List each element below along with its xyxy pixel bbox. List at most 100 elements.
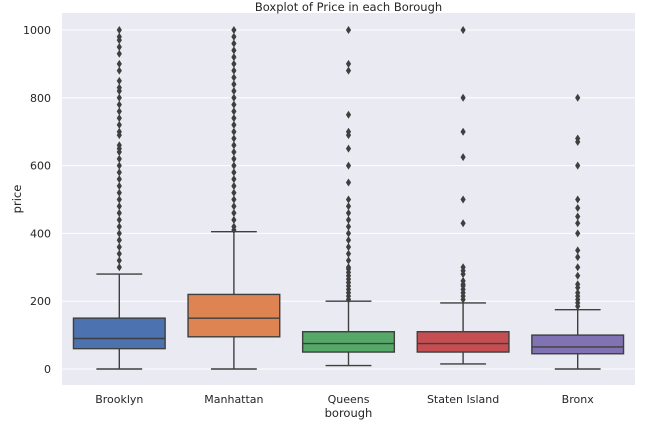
- outlier-point: [231, 209, 237, 218]
- outlier-point: [345, 195, 352, 204]
- outlier-point: [231, 53, 237, 62]
- outlier-point: [116, 49, 122, 58]
- outlier-point: [345, 178, 352, 187]
- outlier-point: [231, 26, 237, 34]
- outlier-point: [116, 114, 122, 123]
- outlier-point: [116, 256, 122, 265]
- iqr-box: [416, 331, 510, 353]
- boxes-group: [72, 26, 625, 370]
- outlier-point: [345, 161, 352, 170]
- outlier-point: [575, 280, 581, 289]
- outlier-point: [116, 83, 122, 92]
- outlier-point: [575, 219, 581, 228]
- outlier-point: [231, 107, 237, 116]
- outlier-point: [345, 242, 352, 251]
- outlier-point: [116, 42, 122, 51]
- outlier-point: [345, 229, 352, 238]
- outlier-point: [460, 153, 466, 162]
- outlier-point: [345, 127, 352, 136]
- outlier-point: [116, 32, 122, 41]
- outlier-point: [231, 222, 237, 231]
- outlier-point: [231, 127, 237, 136]
- outlier-point: [575, 93, 581, 102]
- outlier-point: [231, 188, 237, 197]
- outlier-point: [116, 76, 122, 85]
- outlier-point: [116, 100, 122, 109]
- x-tick-label: Queens: [328, 393, 370, 406]
- outlier-point: [231, 73, 237, 82]
- outlier-point: [231, 202, 237, 211]
- x-axis-label: borough: [325, 406, 373, 420]
- outlier-point: [116, 59, 122, 68]
- outlier-point: [345, 209, 352, 218]
- outlier-point: [116, 120, 122, 129]
- outlier-point: [231, 161, 237, 170]
- chart-title: Boxplot of Price in each Borough: [255, 0, 442, 14]
- outlier-point: [116, 249, 122, 258]
- y-tick-label: 400: [30, 227, 51, 240]
- outlier-point: [575, 212, 581, 221]
- outlier-point: [231, 46, 237, 55]
- iqr-box: [72, 317, 166, 350]
- outlier-point: [575, 253, 581, 262]
- outlier-point: [575, 271, 581, 280]
- outlier-point: [231, 168, 237, 177]
- outlier-point: [231, 93, 237, 102]
- outlier-point: [231, 215, 237, 224]
- outlier-point: [231, 80, 237, 89]
- outlier-point: [345, 215, 352, 224]
- iqr-box: [301, 331, 396, 353]
- outlier-point: [345, 110, 352, 119]
- outlier-point: [575, 203, 581, 212]
- y-tick-label: 0: [44, 363, 51, 376]
- outlier-point: [345, 249, 352, 258]
- outlier-point: [116, 26, 122, 34]
- box-manhattan: [187, 26, 281, 370]
- outlier-point: [116, 242, 122, 251]
- outlier-point: [231, 148, 237, 157]
- outlier-point: [345, 66, 352, 75]
- outlier-point: [116, 229, 122, 238]
- box-bronx: [531, 93, 625, 370]
- outlier-point: [116, 181, 122, 190]
- outlier-point: [460, 263, 466, 272]
- x-tick-labels: Brooklyn Manhattan Queens Staten Island Bron…: [95, 393, 594, 406]
- x-tick-label: Bronx: [562, 393, 595, 406]
- outlier-point: [345, 26, 352, 34]
- outlier-point: [231, 195, 237, 204]
- outlier-point: [460, 127, 466, 136]
- outlier-point: [231, 39, 237, 48]
- outlier-point: [231, 32, 237, 41]
- outlier-point: [116, 263, 122, 272]
- outlier-point: [345, 59, 352, 68]
- outlier-point: [231, 114, 237, 123]
- outlier-point: [460, 219, 466, 228]
- outlier-point: [231, 120, 237, 129]
- outlier-point: [116, 141, 122, 150]
- outlier-point: [116, 236, 122, 245]
- outlier-point: [231, 66, 237, 75]
- outlier-point: [575, 229, 581, 238]
- outlier-point: [460, 93, 466, 102]
- outlier-point: [116, 66, 122, 75]
- y-tick-labels: 0 200 400 600 800 1000: [23, 24, 51, 376]
- outlier-point: [116, 175, 122, 184]
- outlier-point: [231, 181, 237, 190]
- outlier-point: [116, 222, 122, 231]
- y-tick-label: 1000: [23, 24, 51, 37]
- iqr-box: [187, 293, 281, 338]
- box-queens: [301, 26, 396, 367]
- outlier-point: [116, 188, 122, 197]
- outlier-point: [231, 141, 237, 150]
- y-tick-label: 200: [30, 295, 51, 308]
- outlier-point: [575, 288, 581, 297]
- outlier-point: [116, 195, 122, 204]
- outlier-point: [575, 134, 581, 143]
- outlier-point: [116, 93, 122, 102]
- outlier-point: [345, 236, 352, 245]
- outlier-point: [345, 144, 352, 153]
- x-tick-label: Brooklyn: [95, 393, 143, 406]
- outlier-point: [116, 209, 122, 218]
- outlier-point: [116, 215, 122, 224]
- outlier-point: [575, 195, 581, 204]
